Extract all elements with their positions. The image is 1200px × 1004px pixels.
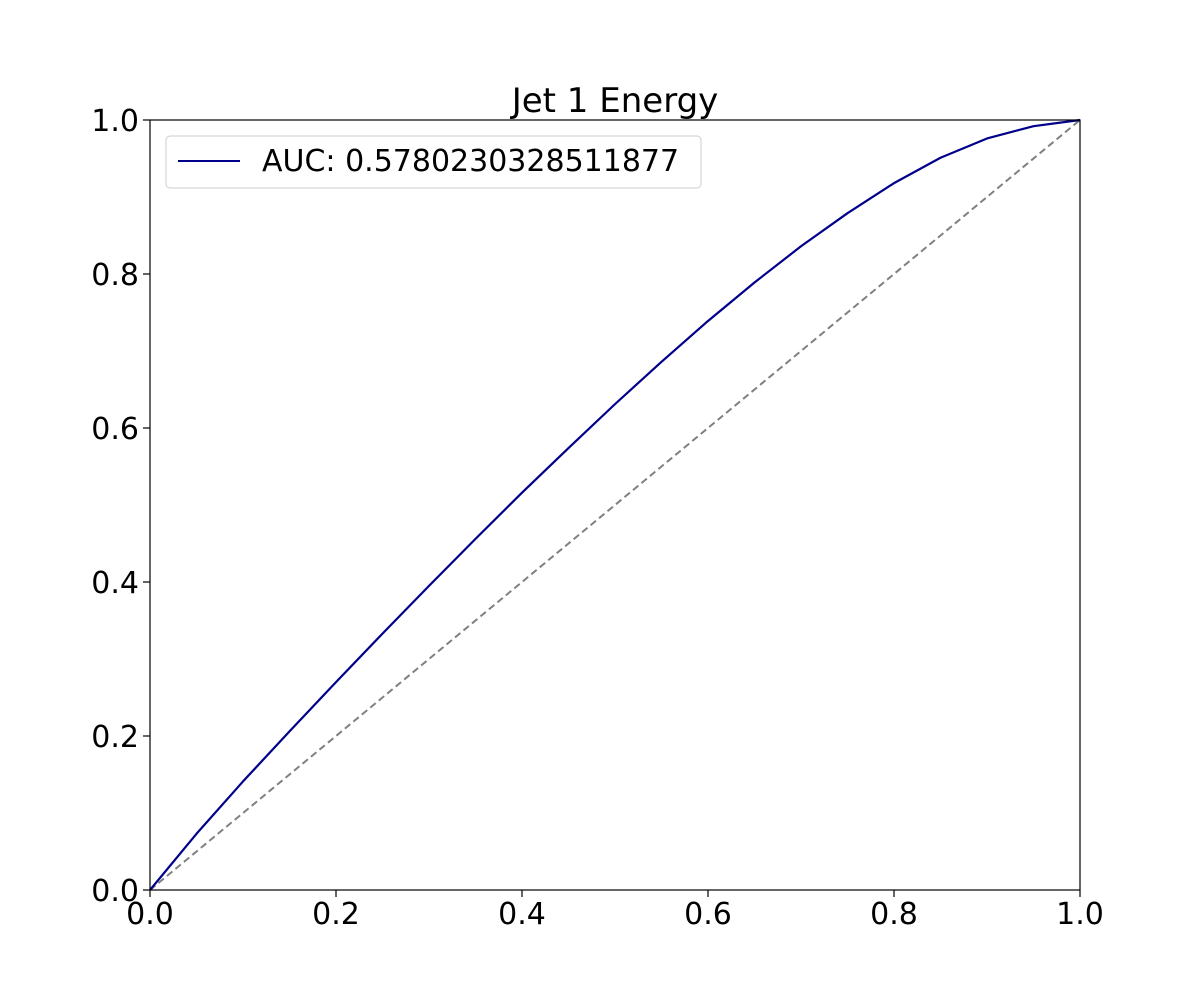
x-axis: 0.0 0.2 0.4 0.6 0.8 1.0 bbox=[126, 890, 1104, 932]
chart-title: Jet 1 Energy bbox=[510, 81, 719, 121]
x-tick-label: 0.8 bbox=[870, 897, 918, 932]
legend: AUC: 0.5780230328511877 bbox=[165, 135, 702, 189]
x-tick-label: 1.0 bbox=[1056, 897, 1104, 932]
y-tick-label: 1.0 bbox=[91, 104, 139, 139]
x-tick-label: 0.4 bbox=[498, 897, 546, 932]
y-tick-label: 0.6 bbox=[91, 412, 139, 447]
y-tick-label: 0.8 bbox=[91, 258, 139, 293]
plot-area-frame bbox=[149, 119, 1081, 891]
y-tick-label: 0.0 bbox=[91, 874, 139, 909]
legend-label: AUC: 0.5780230328511877 bbox=[262, 144, 679, 179]
reference-line-layer bbox=[149, 119, 1081, 891]
y-tick-label: 0.4 bbox=[91, 566, 139, 601]
series-layer bbox=[149, 118, 1081, 891]
roc-curve-line-0 bbox=[149, 118, 1081, 891]
reference-diagonal-line bbox=[149, 119, 1081, 891]
x-tick-label: 0.2 bbox=[312, 897, 360, 932]
y-axis: 0.0 0.2 0.4 0.6 0.8 1.0 bbox=[91, 104, 150, 909]
x-tick-label: 0.0 bbox=[126, 897, 174, 932]
y-tick-label: 0.2 bbox=[91, 720, 139, 755]
legend-box bbox=[165, 135, 702, 189]
x-tick-label: 0.6 bbox=[684, 897, 732, 932]
